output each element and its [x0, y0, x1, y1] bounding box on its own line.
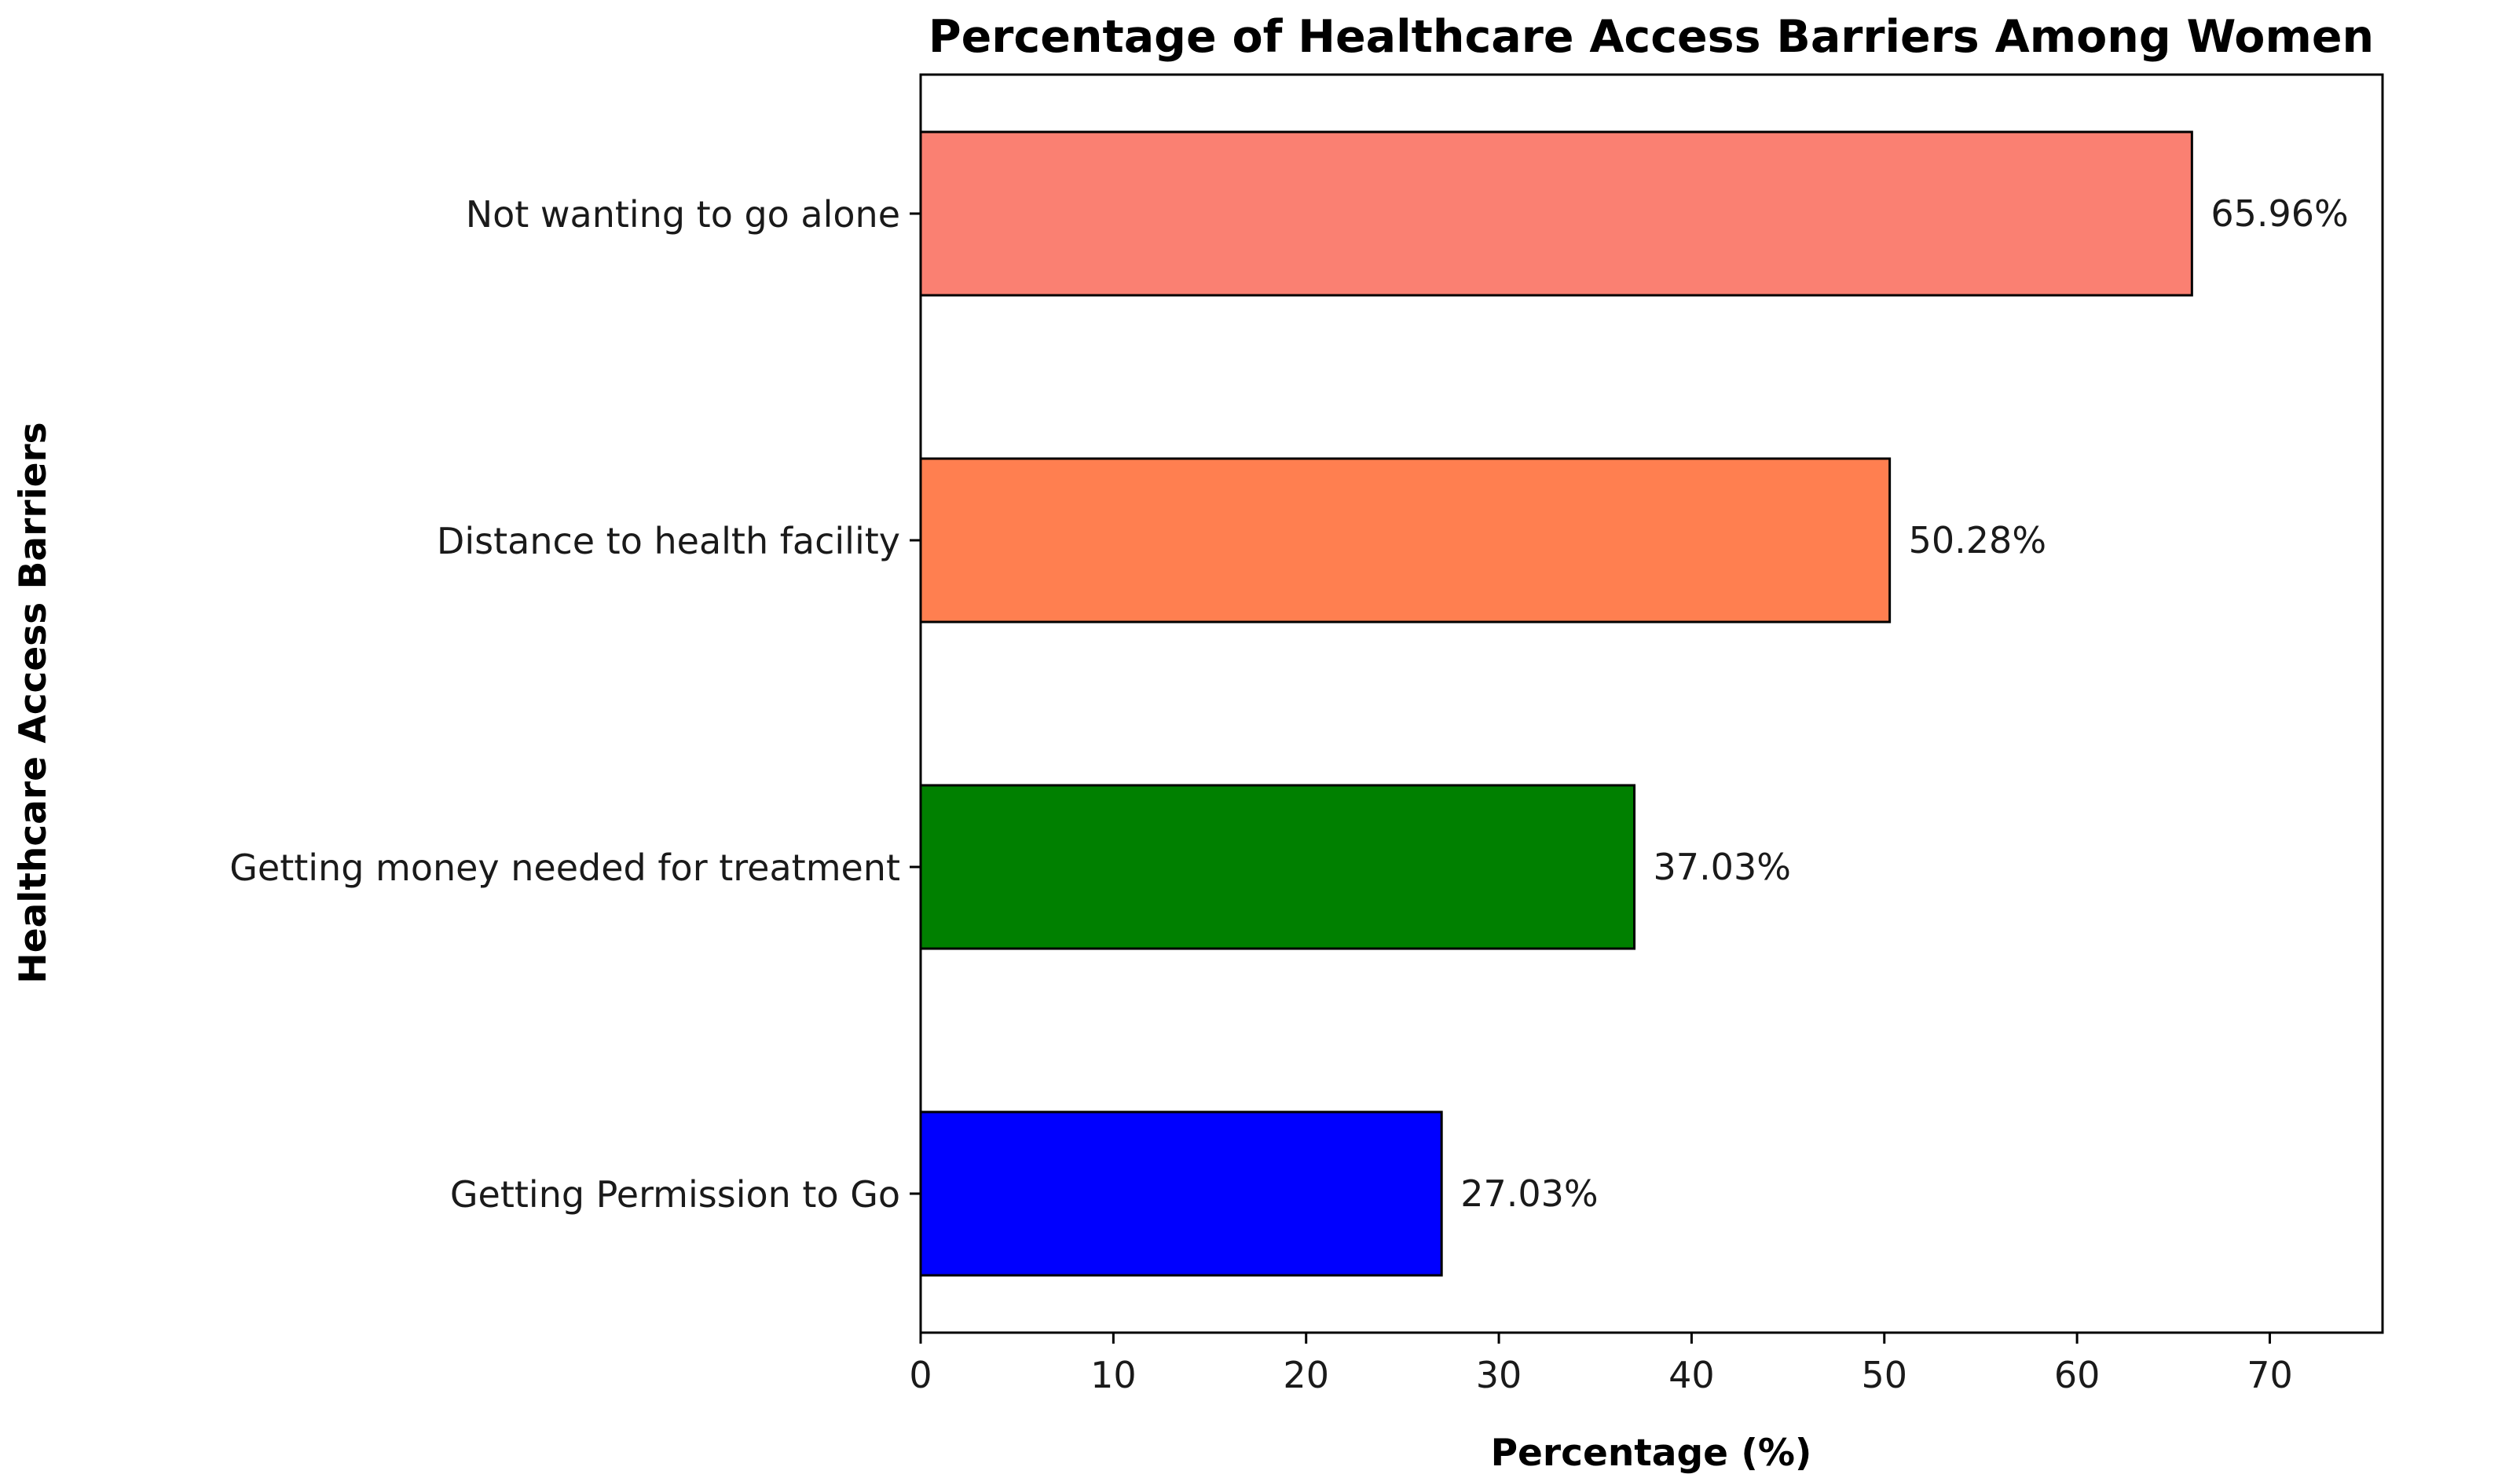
bar-value-label: 37.03%	[1654, 846, 1791, 888]
bar-value-label: 50.28%	[1909, 519, 2046, 561]
bar-value-label: 27.03%	[1460, 1172, 1598, 1215]
x-tick-label: 0	[909, 1354, 932, 1396]
y-tick-label: Getting Permission to Go	[450, 1173, 900, 1216]
x-tick-label: 20	[1283, 1354, 1329, 1396]
x-tick-label: 10	[1090, 1354, 1137, 1396]
bar	[919, 1110, 1443, 1277]
x-tick-label: 60	[2054, 1354, 2101, 1396]
axes-frame	[919, 73, 2384, 1334]
y-tick-label: Getting money needed for treatment	[229, 847, 900, 889]
y-tick-label: Not wanting to go alone	[466, 193, 900, 236]
y-axis-label: Healthcare Access Barriers	[12, 422, 55, 983]
x-axis-ticks: 0 10 20 30 40 50 60 70	[909, 1333, 2293, 1396]
bar-value-label: 65.96%	[2210, 192, 2348, 235]
x-tick-label: 30	[1476, 1354, 1522, 1396]
y-tick-label: Distance to health facility	[437, 520, 900, 562]
x-tick-label: 50	[1861, 1354, 1907, 1396]
bar	[919, 784, 1636, 950]
bar	[919, 457, 1892, 624]
x-axis-label: Percentage (%)	[1491, 1432, 1812, 1474]
chart-title: Percentage of Healthcare Access Barriers…	[929, 11, 2374, 63]
x-tick-label: 70	[2247, 1354, 2293, 1396]
value-labels-group: 65.96% 50.28% 37.03% 27.03%	[1460, 192, 2349, 1215]
x-tick-label: 40	[1668, 1354, 1715, 1396]
bar	[919, 130, 2193, 297]
y-axis-ticks: Not wanting to go alone Distance to healt…	[229, 193, 921, 1216]
bars-group	[919, 130, 2193, 1277]
